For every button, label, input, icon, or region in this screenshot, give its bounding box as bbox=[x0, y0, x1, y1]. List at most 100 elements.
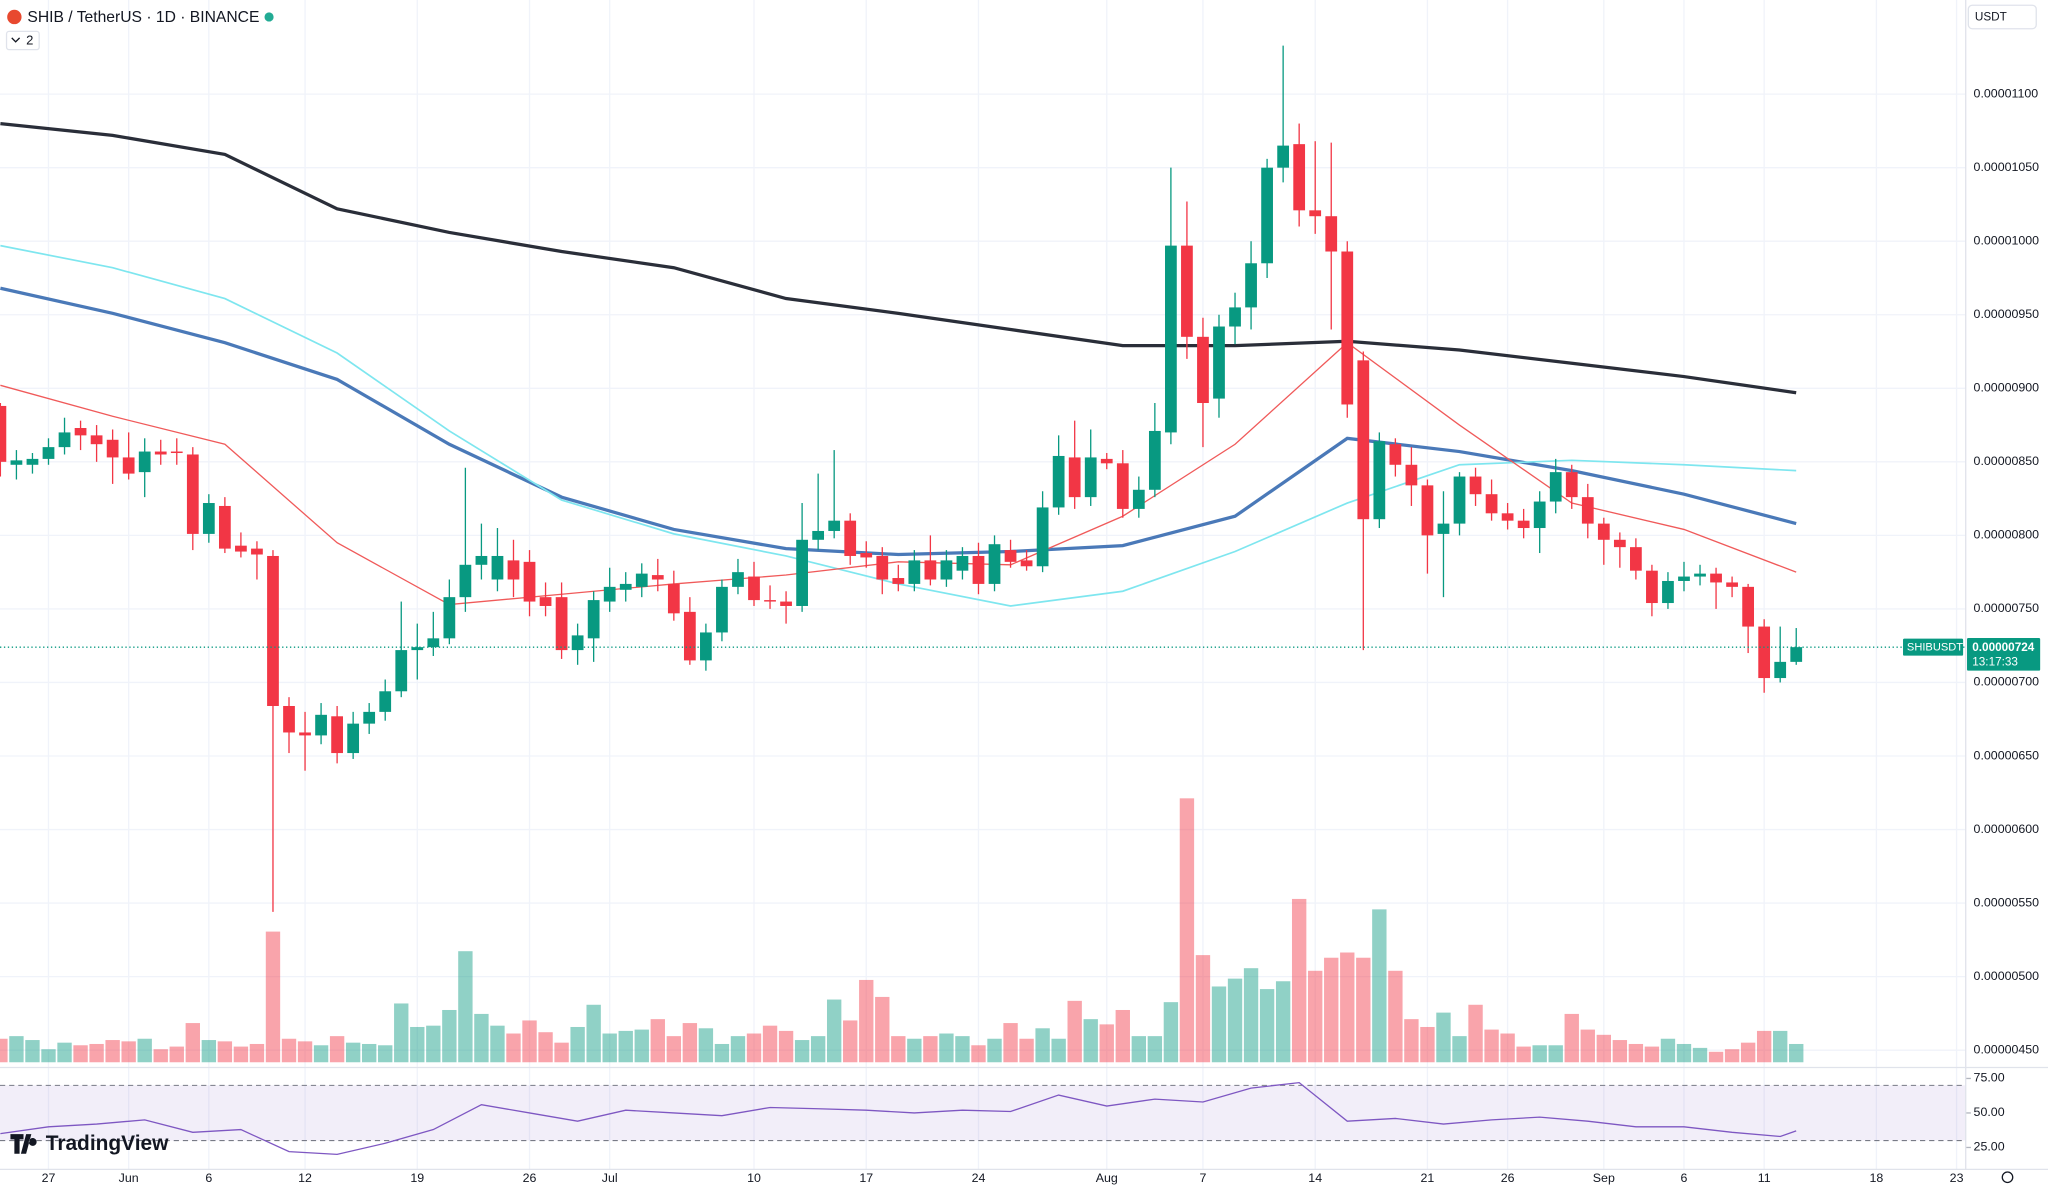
candle-body bbox=[892, 578, 905, 584]
indicator-toggle[interactable] bbox=[5, 30, 40, 51]
volume-bar bbox=[1773, 1030, 1788, 1063]
x-tick-label: 7 bbox=[1200, 1171, 1207, 1185]
candle-body bbox=[122, 457, 135, 474]
symbol-icon bbox=[7, 9, 22, 25]
candle-body bbox=[1100, 458, 1113, 464]
candle-body bbox=[1485, 494, 1498, 514]
candle-body bbox=[1501, 513, 1514, 521]
volume-bar bbox=[89, 1043, 104, 1063]
y-tick-label: 0.00000650 bbox=[1974, 748, 2040, 762]
volume-bar bbox=[1115, 1009, 1130, 1063]
volume-bar bbox=[313, 1045, 329, 1063]
candle-body bbox=[796, 539, 808, 606]
candle-body bbox=[1325, 216, 1338, 252]
volume-bar bbox=[1259, 989, 1275, 1063]
y-tick-label: 0.00000750 bbox=[1974, 601, 2040, 615]
candle-body bbox=[1084, 457, 1097, 498]
x-tick-label: 21 bbox=[1421, 1171, 1435, 1185]
volume-bar bbox=[201, 1040, 217, 1063]
candle-body bbox=[58, 432, 71, 448]
volume-bar bbox=[121, 1041, 136, 1063]
y-tick-label: 0.00000850 bbox=[1974, 454, 2040, 468]
candle-body bbox=[218, 505, 231, 549]
candle-body bbox=[42, 447, 55, 459]
candle-body bbox=[1517, 520, 1530, 529]
volume-bar bbox=[1099, 1024, 1114, 1063]
candle-body bbox=[1165, 245, 1177, 433]
x-tick-label: 6 bbox=[1681, 1171, 1688, 1185]
x-tick-label: Sep bbox=[1593, 1171, 1615, 1185]
volume-bar bbox=[249, 1043, 265, 1063]
y-tick-label: 0.00001100 bbox=[1974, 86, 2039, 100]
volume-bar bbox=[570, 1026, 585, 1063]
candle-body bbox=[331, 716, 343, 754]
candle-body bbox=[1245, 263, 1257, 308]
candle-body bbox=[716, 586, 728, 633]
moving-average-line bbox=[0, 286, 1797, 557]
symbol-tag-bg bbox=[1903, 638, 1964, 656]
moving-average-line bbox=[0, 341, 1797, 606]
volume-bar bbox=[345, 1042, 361, 1063]
candle-body bbox=[587, 600, 600, 639]
volume-bar bbox=[281, 1038, 297, 1063]
rsi-tick-label: 75.00 bbox=[1974, 1071, 2005, 1085]
candle-body bbox=[1004, 550, 1017, 562]
candle-body bbox=[972, 555, 985, 584]
currency: USDT bbox=[1975, 11, 2007, 24]
candle-body bbox=[1197, 336, 1209, 404]
volume-bar bbox=[987, 1038, 1002, 1063]
candle-body bbox=[1261, 167, 1273, 264]
candle-body bbox=[379, 691, 392, 712]
volume-bar bbox=[1227, 978, 1243, 1063]
volume-bar bbox=[0, 1038, 8, 1063]
volume-bar bbox=[1035, 1028, 1050, 1063]
volume-bar bbox=[1324, 957, 1339, 1063]
x-tick-label: 27 bbox=[42, 1171, 56, 1185]
candle-body bbox=[780, 601, 792, 606]
volume-bar bbox=[137, 1038, 152, 1063]
volume-bar bbox=[297, 1041, 313, 1063]
candle-body bbox=[732, 572, 744, 587]
status-dot bbox=[264, 12, 274, 22]
volume-bar bbox=[1724, 1049, 1740, 1063]
candle-body bbox=[1309, 210, 1322, 217]
y-tick-label: 0.00000450 bbox=[1974, 1042, 2040, 1056]
volume-bar bbox=[1532, 1045, 1547, 1063]
candle-body bbox=[988, 544, 1001, 584]
candle-body bbox=[828, 520, 841, 531]
volume-bar bbox=[1612, 1040, 1628, 1063]
y-tick-label: 0.00000500 bbox=[1974, 969, 2040, 983]
candle-body bbox=[523, 561, 536, 602]
y-tick-label: 0.00000900 bbox=[1974, 381, 2040, 395]
candle-body bbox=[1132, 489, 1145, 509]
volume-bar bbox=[57, 1042, 72, 1063]
volume-bar bbox=[506, 1033, 521, 1063]
x-tick-label: 24 bbox=[972, 1171, 986, 1185]
volume-bar bbox=[1051, 1038, 1066, 1063]
candle-body bbox=[154, 451, 167, 455]
volume-bar bbox=[1420, 1026, 1435, 1063]
volume-bar bbox=[826, 999, 842, 1063]
brand: TradingView bbox=[46, 1132, 169, 1155]
volume-bar bbox=[602, 1033, 617, 1063]
candle-body bbox=[908, 560, 921, 584]
volume-bar bbox=[682, 1023, 698, 1063]
volume-bar bbox=[153, 1049, 168, 1063]
x-tick-label: 18 bbox=[1869, 1171, 1883, 1185]
candle-body bbox=[74, 428, 87, 436]
volume-bar bbox=[714, 1043, 730, 1063]
currency-box[interactable] bbox=[1967, 4, 2037, 30]
candle-body bbox=[427, 638, 440, 648]
volume-bar bbox=[9, 1036, 24, 1063]
x-tick-label: 10 bbox=[747, 1171, 761, 1185]
candle-body bbox=[1357, 360, 1370, 520]
settings-icon[interactable] bbox=[2001, 1171, 2014, 1184]
indicator-count: 2 bbox=[26, 33, 33, 48]
volume-bar bbox=[794, 1040, 810, 1063]
price-tag-bg bbox=[1967, 638, 2041, 671]
x-tick-label: 19 bbox=[410, 1171, 424, 1185]
x-tick-label: 6 bbox=[205, 1171, 212, 1185]
volume-bar bbox=[1083, 1019, 1098, 1063]
